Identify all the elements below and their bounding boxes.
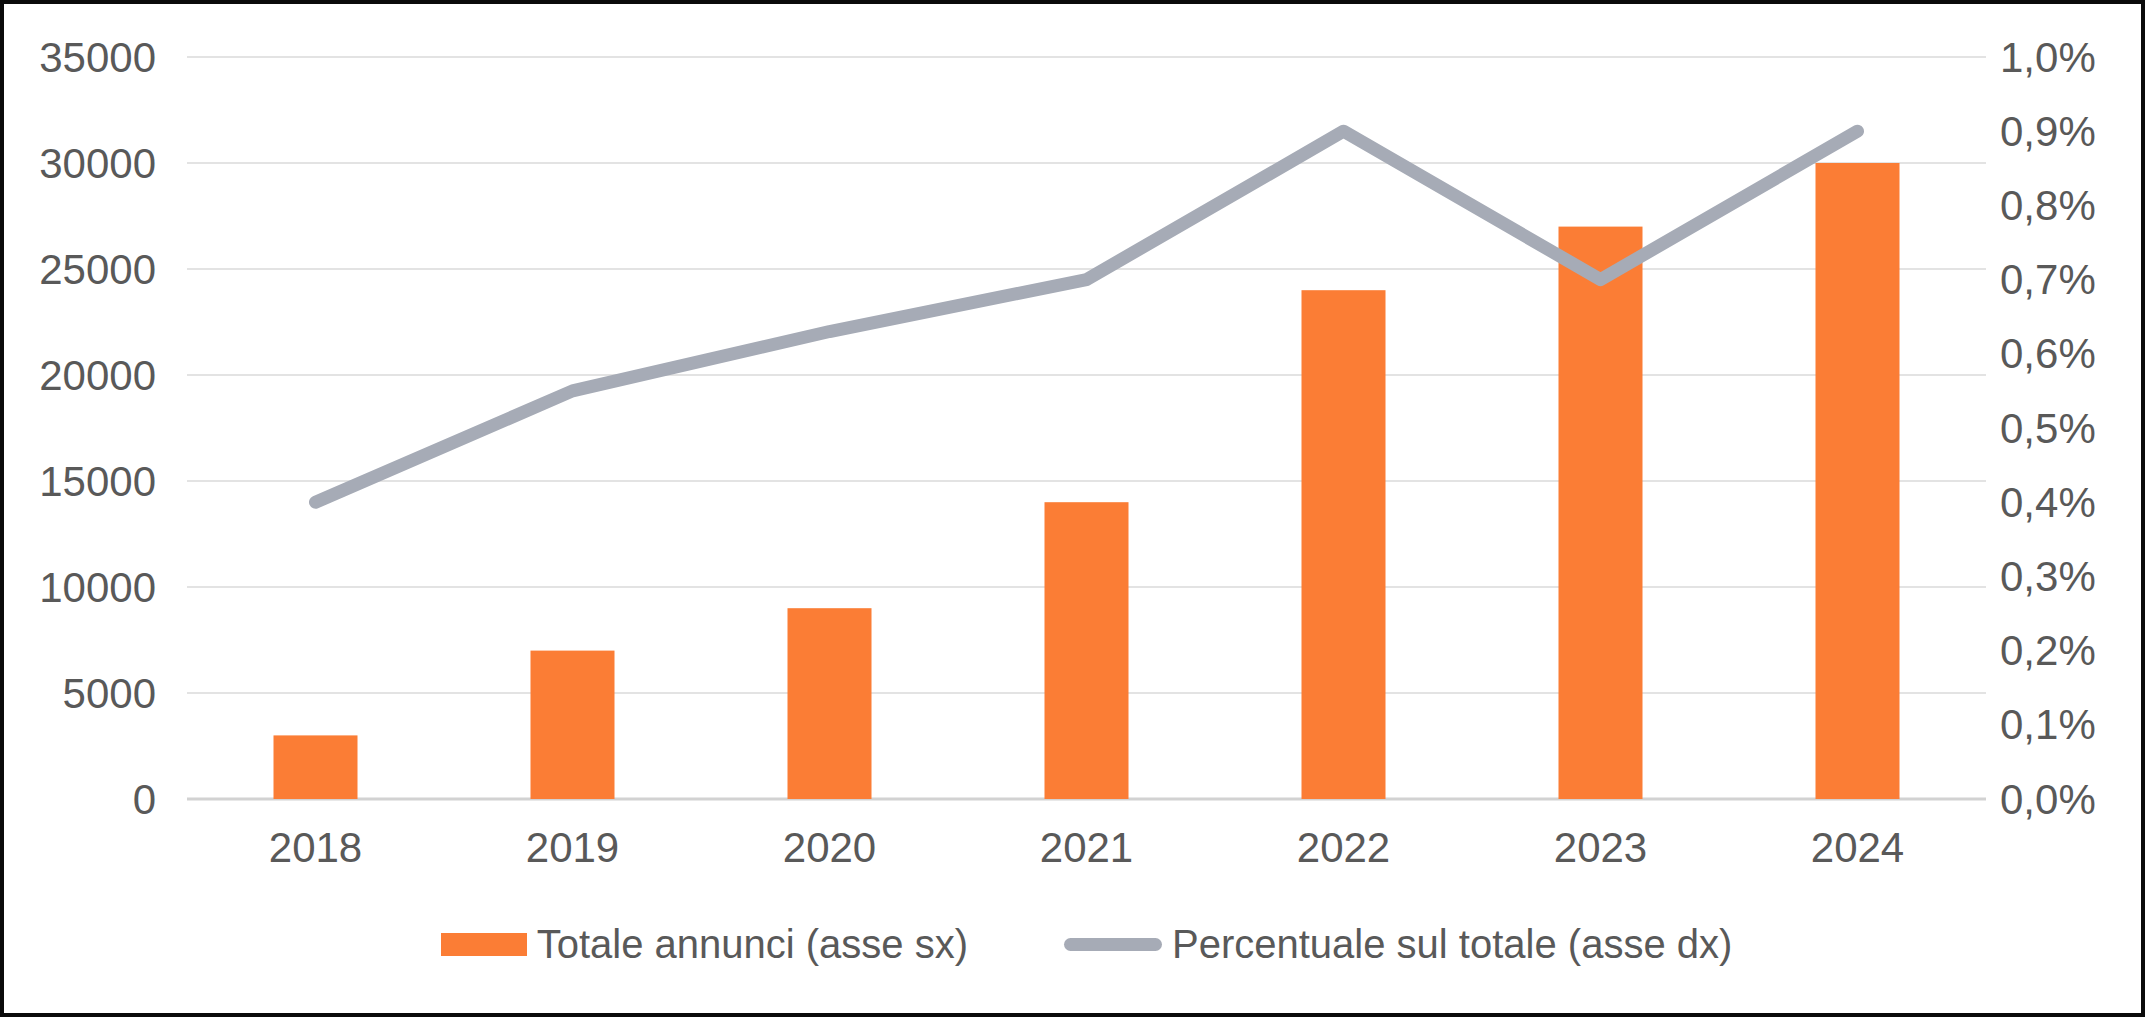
chart-legend: Totale annunci (asse sx) Percentuale sul… bbox=[187, 912, 1986, 976]
y-right-tick-label: 0,2% bbox=[2000, 627, 2096, 674]
y-right-tick-label: 0,4% bbox=[2000, 479, 2096, 526]
combo-chart-plot: 0 5000 10000 15000 20000 25000 30000 35000 0,0% 0… bbox=[4, 4, 2145, 1017]
y-left-tick-label: 5000 bbox=[63, 670, 156, 717]
x-tick-label: 2020 bbox=[783, 824, 876, 871]
bar-2022 bbox=[1302, 290, 1386, 799]
y-right-tick-label: 0,6% bbox=[2000, 330, 2096, 377]
legend-item-bars: Totale annunci (asse sx) bbox=[441, 922, 968, 967]
chart-frame: 0 5000 10000 15000 20000 25000 30000 35000 0,0% 0… bbox=[0, 0, 2145, 1017]
y-right-tick-label: 0,1% bbox=[2000, 701, 2096, 748]
x-tick-label: 2024 bbox=[1811, 824, 1904, 871]
x-tick-label: 2018 bbox=[269, 824, 362, 871]
y-left-tick-label: 25000 bbox=[39, 246, 156, 293]
y-right-tick-label: 0,7% bbox=[2000, 256, 2096, 303]
y-right-tick-label: 0,0% bbox=[2000, 776, 2096, 823]
line-series-swatch bbox=[1064, 938, 1162, 951]
y-right-tick-label: 0,9% bbox=[2000, 108, 2096, 155]
y-left-tick-label: 20000 bbox=[39, 352, 156, 399]
y-right-tick-label: 0,3% bbox=[2000, 553, 2096, 600]
x-tick-label: 2023 bbox=[1554, 824, 1647, 871]
line-series-label: Percentuale sul totale (asse dx) bbox=[1172, 922, 1732, 967]
bar-2018 bbox=[274, 735, 358, 799]
bar-2019 bbox=[531, 651, 615, 799]
y-left-tick-label: 15000 bbox=[39, 458, 156, 505]
legend-item-line: Percentuale sul totale (asse dx) bbox=[1064, 922, 1732, 967]
bar-series-swatch bbox=[441, 933, 527, 956]
bar-2020 bbox=[788, 608, 872, 799]
bar-2024 bbox=[1816, 163, 1900, 799]
x-tick-label: 2021 bbox=[1040, 824, 1133, 871]
bar-series-label: Totale annunci (asse sx) bbox=[537, 922, 968, 967]
y-left-tick-label: 10000 bbox=[39, 564, 156, 611]
x-tick-label: 2022 bbox=[1297, 824, 1390, 871]
x-tick-label: 2019 bbox=[526, 824, 619, 871]
bar-2023 bbox=[1559, 227, 1643, 799]
y-left-tick-label: 35000 bbox=[39, 34, 156, 81]
y-left-tick-label: 30000 bbox=[39, 140, 156, 187]
y-right-tick-label: 1,0% bbox=[2000, 34, 2096, 81]
y-left-tick-label: 0 bbox=[133, 776, 156, 823]
y-right-tick-label: 0,5% bbox=[2000, 405, 2096, 452]
bar-2021 bbox=[1045, 502, 1129, 799]
y-right-tick-label: 0,8% bbox=[2000, 182, 2096, 229]
